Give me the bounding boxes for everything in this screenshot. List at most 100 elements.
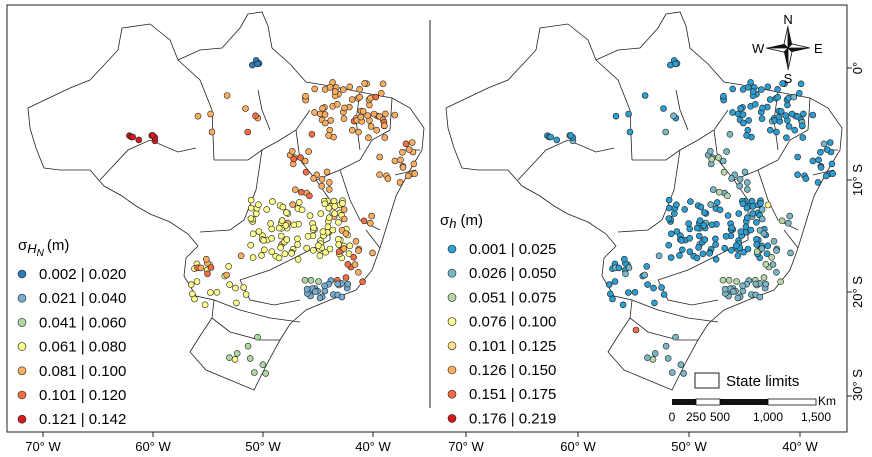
station-point	[729, 85, 737, 93]
station-point	[760, 274, 768, 281]
station-point	[658, 284, 665, 291]
station-point	[712, 241, 719, 248]
station-point	[359, 278, 366, 286]
station-point	[311, 109, 318, 116]
station-point	[777, 278, 784, 286]
station-point	[743, 186, 751, 193]
station-point	[339, 86, 347, 93]
station-point	[719, 276, 727, 284]
station-point	[677, 361, 685, 369]
station-point	[263, 206, 271, 213]
station-point	[672, 333, 679, 341]
station-point	[743, 204, 751, 212]
station-point	[326, 245, 334, 253]
station-point	[204, 270, 211, 278]
station-point	[739, 282, 746, 290]
station-point	[306, 192, 313, 200]
station-point	[268, 225, 276, 233]
station-point	[685, 220, 692, 227]
station-point	[820, 140, 828, 148]
station-point	[641, 92, 649, 99]
station-point	[323, 168, 331, 176]
station-point	[706, 148, 714, 155]
station-point	[376, 171, 383, 178]
station-point	[799, 134, 807, 141]
station-point	[302, 92, 309, 100]
station-point	[782, 112, 790, 119]
station-point	[736, 182, 744, 190]
station-point	[372, 93, 380, 101]
legend-swatch	[447, 389, 457, 399]
scale-bar: Km 0 250 500 1,000 1,500	[669, 394, 836, 424]
station-point	[319, 228, 327, 235]
station-point	[815, 156, 822, 164]
station-point	[247, 241, 254, 249]
station-point	[744, 245, 752, 253]
station-point	[769, 261, 777, 268]
station-point	[301, 276, 309, 284]
station-point	[773, 268, 780, 276]
station-point	[249, 254, 257, 261]
station-point	[625, 289, 632, 296]
scale-label: 1,500	[801, 410, 831, 424]
station-point	[342, 274, 350, 281]
station-point	[303, 244, 311, 252]
legend-label: 0.001 | 0.025	[469, 241, 556, 258]
station-point	[749, 203, 757, 210]
station-point	[297, 154, 304, 161]
station-point	[662, 128, 669, 136]
station-point	[309, 247, 317, 254]
station-point	[728, 175, 735, 182]
station-point	[325, 186, 333, 193]
station-point	[753, 219, 760, 226]
station-point	[384, 175, 392, 182]
state-limits-label: State limits	[726, 373, 799, 390]
legend-swatch	[17, 269, 27, 279]
station-point	[338, 293, 346, 301]
station-point	[662, 342, 670, 350]
x-tick-label: 50° W	[245, 439, 281, 454]
scale-unit: Km	[818, 394, 836, 408]
station-point	[187, 281, 195, 288]
station-point	[547, 133, 554, 141]
station-point	[310, 224, 318, 232]
station-point	[367, 94, 374, 102]
x-tick-label: 40° W	[782, 439, 818, 454]
station-point	[281, 250, 289, 258]
legend-swatch	[17, 414, 27, 424]
station-point	[615, 264, 623, 272]
station-point	[644, 281, 651, 288]
station-point	[326, 84, 334, 91]
station-point	[410, 160, 418, 168]
station-point	[232, 284, 239, 292]
station-point	[290, 221, 298, 229]
station-point	[397, 156, 404, 164]
station-point	[325, 179, 333, 186]
station-point	[720, 92, 727, 100]
legend-label: 0.151 | 0.175	[469, 386, 556, 403]
station-point	[724, 212, 732, 219]
legend-swatch	[447, 317, 457, 326]
station-point	[254, 333, 261, 341]
station-point	[758, 245, 766, 252]
station-point	[760, 230, 768, 237]
station-point	[709, 186, 717, 193]
station-point	[405, 146, 413, 153]
station-point	[678, 237, 685, 244]
station-point	[696, 217, 704, 224]
station-point	[223, 92, 231, 99]
station-point	[311, 288, 319, 296]
station-point	[325, 132, 332, 139]
station-point	[355, 268, 362, 276]
station-point	[301, 157, 309, 165]
station-point	[411, 170, 419, 177]
scale-label: 250	[686, 410, 706, 424]
station-point	[817, 164, 825, 171]
legend-swatch	[17, 390, 27, 400]
station-point	[237, 252, 245, 260]
legend-label: 0.101 | 0.120	[39, 387, 126, 404]
station-point	[777, 108, 785, 115]
x-tick-label: 60° W	[135, 439, 171, 454]
station-point	[687, 198, 694, 205]
station-point	[707, 201, 715, 208]
